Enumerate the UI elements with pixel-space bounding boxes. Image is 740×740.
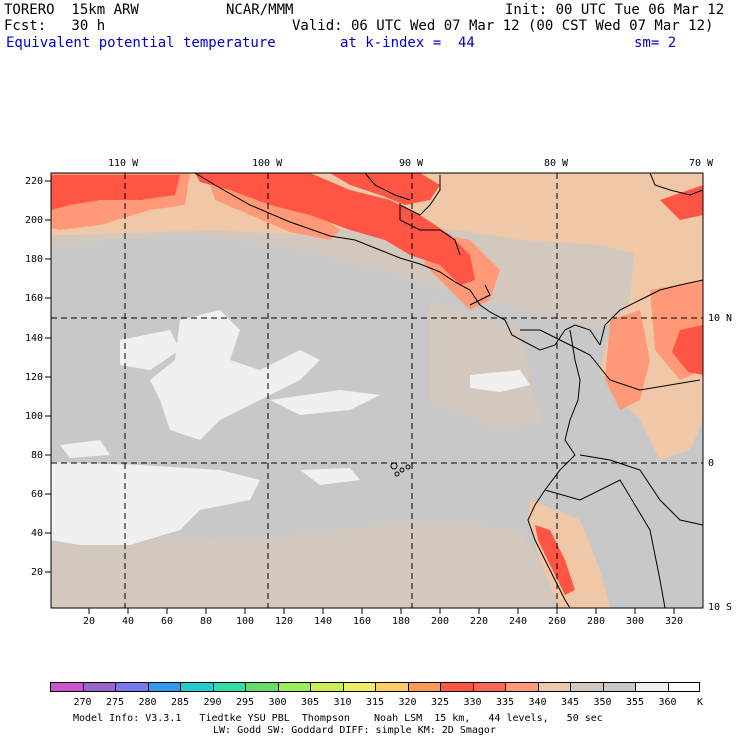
colorbar-swatch bbox=[180, 682, 213, 692]
colorbar-label: 275 bbox=[105, 697, 125, 708]
colorbar-swatch bbox=[505, 682, 538, 692]
model-info-line1: Model Info: V3.3.1 Tiedtke YSU PBL Thomp… bbox=[73, 713, 603, 724]
colorbar-swatch bbox=[667, 682, 700, 692]
colorbar-label: 305 bbox=[300, 697, 320, 708]
colorbar-swatch bbox=[147, 682, 180, 692]
y-tick-label: 120 bbox=[25, 372, 44, 383]
model-info-line2: LW: Godd SW: Goddard DIFF: simple KM: 2D… bbox=[213, 725, 496, 736]
x-tick-label: 280 bbox=[587, 616, 606, 627]
colorbar-label: 295 bbox=[235, 697, 255, 708]
lon-label-110w: 110 W bbox=[108, 158, 139, 169]
colorbar-swatch bbox=[537, 682, 570, 692]
colorbar-swatch bbox=[570, 682, 603, 692]
colorbar-swatch bbox=[115, 682, 148, 692]
lon-label-70w: 70 W bbox=[689, 158, 714, 169]
lon-label-100w: 100 W bbox=[252, 158, 283, 169]
colorbar-label: 285 bbox=[170, 697, 190, 708]
colorbar-label: 280 bbox=[138, 697, 157, 708]
colorbar-label: K bbox=[696, 697, 704, 708]
colorbar-label: 290 bbox=[203, 697, 222, 708]
y-tick-label: 80 bbox=[31, 450, 44, 461]
lon-label-80w: 80 W bbox=[544, 158, 569, 169]
model-title: TORERO 15km ARW bbox=[4, 2, 139, 18]
y-tick-label: 140 bbox=[25, 333, 44, 344]
smoothing-info: sm= 2 bbox=[634, 35, 677, 51]
x-tick-label: 300 bbox=[626, 616, 645, 627]
theta-e-field bbox=[51, 173, 703, 608]
x-tick-label: 320 bbox=[665, 616, 684, 627]
y-tick-label: 60 bbox=[31, 489, 44, 500]
y-tick-label: 180 bbox=[25, 254, 44, 265]
level-info: at k-index = 44 bbox=[340, 35, 475, 51]
map-frame bbox=[50, 172, 704, 609]
x-tick-label: 180 bbox=[392, 616, 411, 627]
forecast-hour: Fcst: 30 h bbox=[4, 18, 106, 34]
lat-label-10s: 10 S bbox=[708, 602, 733, 613]
lat-label-0: 0 bbox=[708, 458, 715, 469]
colorbar-label: 335 bbox=[495, 697, 515, 708]
colorbar-label: 300 bbox=[268, 697, 287, 708]
colorbar-label: 360 bbox=[658, 697, 677, 708]
colorbar-swatch bbox=[82, 682, 115, 692]
colorbar-label: 310 bbox=[333, 697, 352, 708]
colorbar-swatch bbox=[50, 682, 83, 692]
y-tick-label: 200 bbox=[25, 215, 44, 226]
x-tick-label: 20 bbox=[83, 616, 96, 627]
coastlines bbox=[194, 173, 703, 608]
x-tick-label: 40 bbox=[122, 616, 135, 627]
colorbar-label: 320 bbox=[398, 697, 417, 708]
colorbar-swatch bbox=[212, 682, 245, 692]
lat-lon-grid bbox=[51, 173, 703, 608]
colorbar-swatch bbox=[440, 682, 473, 692]
valid-time: Valid: 06 UTC Wed 07 Mar 12 (00 CST Wed … bbox=[292, 18, 714, 34]
x-tick-label: 80 bbox=[200, 616, 213, 627]
x-tick-label: 100 bbox=[236, 616, 255, 627]
x-tick-label: 60 bbox=[161, 616, 174, 627]
colorbar-swatch bbox=[472, 682, 505, 692]
colorbar-swatch bbox=[602, 682, 635, 692]
colorbar-swatch bbox=[245, 682, 278, 692]
x-tick-label: 200 bbox=[431, 616, 450, 627]
colorbar-label: 350 bbox=[593, 697, 612, 708]
field-name: Equivalent potential temperature bbox=[6, 35, 276, 51]
y-tick-label: 40 bbox=[31, 528, 44, 539]
colorbar-swatch bbox=[635, 682, 668, 692]
y-tick-label: 20 bbox=[31, 567, 44, 578]
colorbar-label: 345 bbox=[560, 697, 580, 708]
x-tick-label: 240 bbox=[509, 616, 528, 627]
y-tick-label: 100 bbox=[25, 411, 44, 422]
lat-label-10n: 10 N bbox=[708, 313, 733, 324]
colorbar-label: 325 bbox=[430, 697, 450, 708]
colorbar-label: 340 bbox=[528, 697, 547, 708]
center-title: NCAR/MMM bbox=[226, 2, 294, 18]
x-tick-label: 220 bbox=[470, 616, 489, 627]
x-tick-label: 260 bbox=[548, 616, 567, 627]
colorbar-swatch bbox=[310, 682, 343, 692]
colorbar-label: 270 bbox=[73, 697, 92, 708]
y-tick-label: 160 bbox=[25, 293, 44, 304]
x-tick-label: 140 bbox=[314, 616, 333, 627]
x-tick-label: 120 bbox=[275, 616, 294, 627]
colorbar-swatch bbox=[277, 682, 310, 692]
lon-label-90w: 90 W bbox=[399, 158, 424, 169]
colorbar-label: 330 bbox=[463, 697, 482, 708]
y-tick-label: 220 bbox=[25, 176, 44, 187]
axis-ticks bbox=[45, 180, 675, 614]
x-tick-label: 160 bbox=[353, 616, 372, 627]
colorbar-label: 315 bbox=[365, 697, 385, 708]
colorbar-swatch bbox=[375, 682, 408, 692]
colorbar-label: 355 bbox=[625, 697, 645, 708]
colorbar-swatch bbox=[407, 682, 440, 692]
init-time: Init: 00 UTC Tue 06 Mar 12 bbox=[505, 2, 725, 18]
colorbar-swatch bbox=[342, 682, 375, 692]
